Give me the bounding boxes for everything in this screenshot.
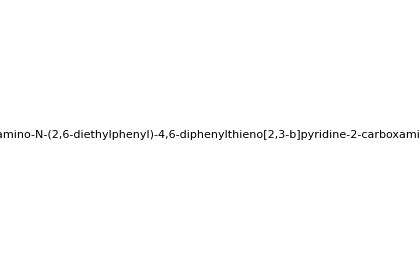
Text: 3-amino-N-(2,6-diethylphenyl)-4,6-diphenylthieno[2,3-b]pyridine-2-carboxamide: 3-amino-N-(2,6-diethylphenyl)-4,6-diphen… xyxy=(0,131,419,140)
